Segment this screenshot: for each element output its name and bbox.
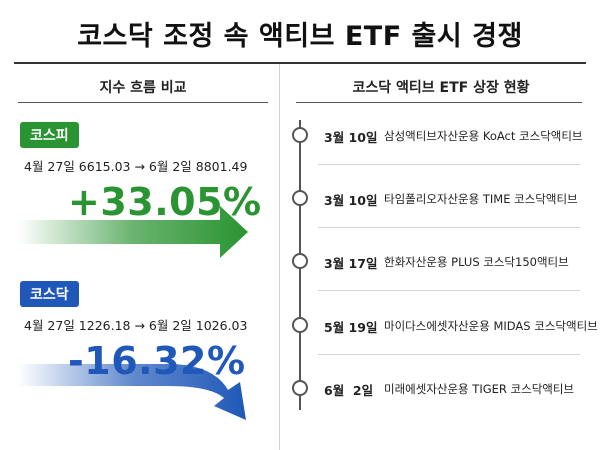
timeline-node bbox=[292, 253, 308, 269]
kosdaq-badge: 코스닥 bbox=[20, 281, 79, 307]
title-divider bbox=[14, 62, 586, 64]
timeline-etf-name: 미래에셋자산운용 TIGER 코스닥액티브 bbox=[384, 382, 575, 396]
timeline-node bbox=[292, 190, 308, 206]
index-comparison-rule bbox=[18, 102, 268, 103]
timeline-separator bbox=[318, 164, 580, 165]
timeline-separator bbox=[318, 290, 580, 291]
column-divider bbox=[279, 64, 280, 450]
page-title: 코스닥 조정 속 액티브 ETF 출시 경쟁 bbox=[77, 21, 523, 52]
kosdaq-change: -16.32% bbox=[68, 339, 246, 383]
timeline-etf-name: 타임폴리오자산운용 TIME 코스닥액티브 bbox=[384, 192, 578, 206]
timeline-node bbox=[292, 317, 308, 333]
kospi-up-arrow bbox=[18, 206, 248, 258]
timeline-node bbox=[292, 127, 308, 143]
index-comparison-title: 지수 흐름 비교 bbox=[99, 80, 187, 96]
timeline-date: 3월 10일 bbox=[324, 130, 378, 145]
kospi-period: 4월 27일 6615.03 → 6월 2일 8801.49 bbox=[24, 159, 248, 174]
timeline-date: 3월 17일 bbox=[324, 256, 378, 271]
timeline-node bbox=[292, 380, 308, 396]
timeline-separator bbox=[318, 354, 580, 355]
etf-listing-title: 코스닥 액티브 ETF 상장 현황 bbox=[352, 80, 530, 96]
kospi-change: +33.05% bbox=[68, 180, 262, 224]
timeline-date: 6월 2일 bbox=[324, 383, 374, 398]
etf-listing-rule bbox=[296, 102, 582, 103]
timeline-separator bbox=[318, 227, 580, 228]
kosdaq-period: 4월 27일 1226.18 → 6월 2일 1026.03 bbox=[24, 318, 248, 333]
timeline-etf-name: 삼성액티브자산운용 KoAct 코스닥액티브 bbox=[384, 129, 583, 143]
timeline-date: 5월 19일 bbox=[324, 320, 378, 335]
timeline-etf-name: 한화자산운용 PLUS 코스닥150액티브 bbox=[384, 255, 569, 269]
timeline-etf-name: 마이다스에셋자산운용 MIDAS 코스닥액티브 bbox=[384, 319, 598, 333]
kospi-badge: 코스피 bbox=[20, 122, 79, 148]
timeline-date: 3월 10일 bbox=[324, 193, 378, 208]
kosdaq-down-arrow bbox=[18, 364, 246, 420]
